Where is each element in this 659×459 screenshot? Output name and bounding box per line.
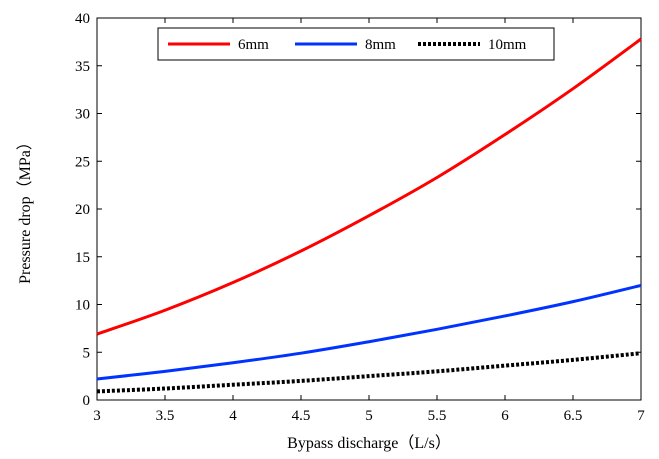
x-tick-label: 6 — [501, 408, 509, 424]
legend-label-6mm: 6mm — [238, 37, 269, 53]
x-tick-label: 4.5 — [292, 408, 311, 424]
y-tick-label: 0 — [83, 393, 91, 409]
x-tick-label: 6.5 — [564, 408, 583, 424]
x-tick-label: 7 — [637, 408, 645, 424]
y-axis-title: Pressure drop（MPa） — [16, 134, 34, 284]
legend-label-8mm: 8mm — [365, 37, 396, 53]
y-tick-label: 35 — [75, 59, 90, 75]
series-line-10mm — [96, 351, 642, 394]
y-tick-label: 5 — [83, 345, 91, 361]
legend-label-10mm: 10mm — [488, 37, 527, 53]
y-tick-label: 20 — [75, 202, 90, 218]
series-line-6mm — [96, 37, 642, 336]
y-tick-label: 30 — [75, 107, 90, 123]
x-tick-label: 3 — [93, 408, 101, 424]
x-tick-label: 3.5 — [156, 408, 175, 424]
x-tick-label: 5.5 — [428, 408, 447, 424]
series-line-8mm — [96, 283, 642, 381]
y-tick-label: 25 — [75, 154, 90, 170]
y-tick-label: 40 — [75, 11, 90, 27]
x-axis-title: Bypass discharge（L/s） — [287, 434, 451, 452]
y-tick-label: 10 — [75, 298, 90, 314]
x-tick-label: 4 — [229, 408, 237, 424]
x-tick-label: 5 — [365, 408, 373, 424]
y-tick-label: 15 — [75, 250, 90, 266]
